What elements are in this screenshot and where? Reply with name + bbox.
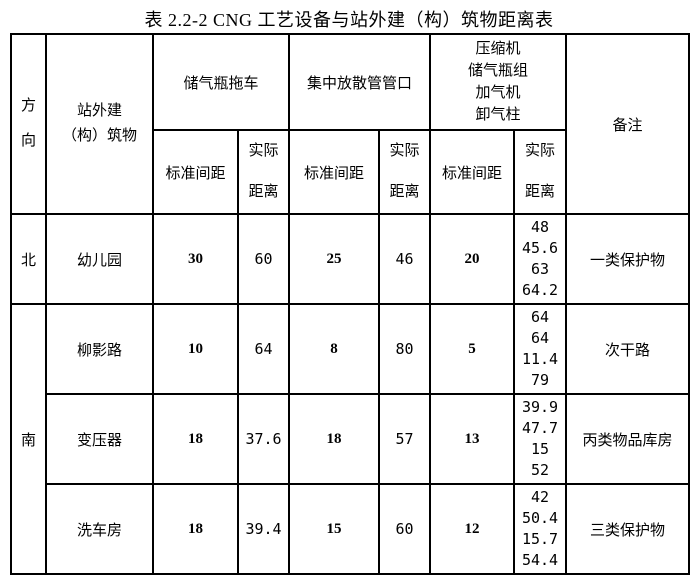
cell-trailer-standard: 10 [152, 303, 239, 395]
table-row-kindergarten: 北 幼儿园 30 60 25 46 20 48 45.6 63 64.2 一类保… [10, 213, 691, 305]
header-direction: 方 向 [10, 33, 47, 215]
cell-compressor-standard: 13 [429, 393, 516, 485]
cell-building: 幼儿园 [45, 213, 154, 305]
cell-compressor-standard: 5 [429, 303, 516, 395]
cell-remark: 丙类物品库房 [565, 393, 691, 485]
cell-trailer-standard: 18 [152, 483, 239, 575]
cell-building: 洗车房 [45, 483, 154, 575]
distance-table: 方 向 站外建 （构）筑物 储气瓶拖车 集中放散管管口 压缩机 储气瓶组 加气机… [10, 33, 691, 575]
cell-remark: 次干路 [565, 303, 691, 395]
cell-trailer-actual: 64 [236, 303, 291, 395]
subheader-vent-standard: 标准间距 [288, 129, 381, 215]
subheader-trailer-actual: 实际 距离 [236, 129, 291, 215]
cell-compressor-actual: 42 50.4 15.7 54.4 [513, 483, 568, 575]
header-group-compressor: 压缩机 储气瓶组 加气机 卸气柱 [429, 33, 568, 131]
subheader-trailer-standard: 标准间距 [152, 129, 239, 215]
cell-vent-standard: 15 [288, 483, 381, 575]
cell-trailer-actual: 39.4 [236, 483, 291, 575]
cell-compressor-actual: 39.9 47.7 15 52 [513, 393, 568, 485]
cell-vent-actual: 57 [378, 393, 432, 485]
cell-vent-actual: 46 [378, 213, 432, 305]
cell-direction-south: 南 [10, 303, 47, 575]
table-row-car-wash: 洗车房 18 39.4 15 60 12 42 50.4 15.7 54.4 三… [11, 483, 691, 575]
cell-compressor-standard: 12 [429, 483, 516, 575]
cell-vent-actual: 80 [378, 303, 432, 395]
cell-trailer-standard: 30 [152, 213, 239, 305]
cell-building: 柳影路 [45, 303, 154, 395]
cell-trailer-actual: 60 [236, 213, 291, 305]
cell-vent-standard: 18 [288, 393, 381, 485]
header-group-vent: 集中放散管管口 [288, 33, 432, 131]
subheader-compressor-standard: 标准间距 [429, 129, 516, 215]
cell-vent-standard: 25 [288, 213, 381, 305]
cell-vent-actual: 60 [378, 483, 432, 575]
header-row-subheaders: 标准间距 实际 距离 标准间距 实际 距离 标准间距 实际 距离 [11, 129, 689, 215]
header-group-trailer: 储气瓶拖车 [151, 33, 291, 131]
cell-compressor-actual: 64 64 11.4 79 [513, 303, 568, 395]
subheader-compressor-actual: 实际 距离 [513, 129, 568, 215]
cell-trailer-standard: 18 [152, 393, 239, 485]
table-row-transformer: 变压器 18 37.6 18 57 13 39.9 47.7 15 52 丙类物… [11, 393, 691, 485]
header-building: 站外建 （构）筑物 [45, 33, 154, 215]
table-title: 表 2.2-2 CNG 工艺设备与站外建（构）筑物距离表 [144, 10, 554, 30]
cell-compressor-actual: 48 45.6 63 64.2 [513, 213, 568, 305]
cell-direction-north: 北 [10, 213, 47, 305]
header-remark: 备注 [565, 33, 691, 215]
cell-remark: 一类保护物 [565, 213, 691, 305]
header-row-groups: 方 向 站外建 （构）筑物 储气瓶拖车 集中放散管管口 压缩机 储气瓶组 加气机… [10, 33, 691, 215]
cell-building: 变压器 [45, 393, 154, 485]
subheader-vent-actual: 实际 距离 [378, 129, 432, 215]
cell-compressor-standard: 20 [429, 213, 516, 305]
cell-trailer-actual: 37.6 [236, 393, 291, 485]
cell-remark: 三类保护物 [565, 483, 691, 575]
cell-vent-standard: 8 [288, 303, 381, 395]
table-row-liuying-road: 南 柳影路 10 64 8 80 5 64 64 11.4 79 次干路 [10, 303, 691, 575]
